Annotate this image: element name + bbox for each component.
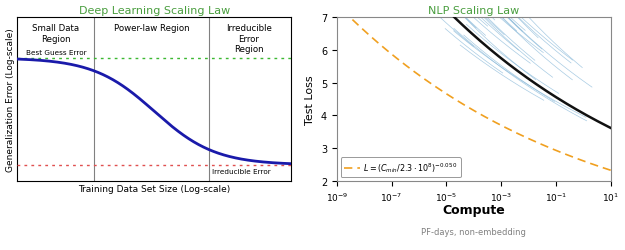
Text: Irreducible Error: Irreducible Error [212,168,271,174]
Line: $L = (C_{min}/2.3 \cdot 10^{8})^{-0.050}$: $L = (C_{min}/2.3 \cdot 10^{8})^{-0.050}… [343,11,611,171]
Y-axis label: Test Loss: Test Loss [305,75,315,124]
$L = (C_{min}/2.3 \cdot 10^{8})^{-0.050}$ [382,49,390,52]
Title: NLP Scaling Law: NLP Scaling Law [428,6,519,16]
$L = (C_{min}/2.3 \cdot 10^{8})^{-0.050}$ [452,99,459,102]
Title: Deep Learning Scaling Law: Deep Learning Scaling Law [79,6,230,16]
X-axis label: Training Data Set Size (Log-scale): Training Data Set Size (Log-scale) [78,184,231,193]
$L = (C_{min}/2.3 \cdot 10^{8})^{-0.050}$ [339,10,347,13]
Y-axis label: Generalization Error (Log-scale): Generalization Error (Log-scale) [6,28,14,171]
Text: PF-days, non-embedding: PF-days, non-embedding [421,228,526,236]
Legend: $L = (C_{min}/2.3 \cdot 10^{8})^{-0.050}$: $L = (C_{min}/2.3 \cdot 10^{8})^{-0.050}… [341,157,461,178]
Text: Power-law Region: Power-law Region [114,24,189,33]
$L = (C_{min}/2.3 \cdot 10^{8})^{-0.050}$ [506,128,513,131]
$L = (C_{min}/2.3 \cdot 10^{8})^{-0.050}$ [564,154,572,157]
$L = (C_{min}/2.3 \cdot 10^{8})^{-0.050}$ [552,149,560,152]
X-axis label: Compute: Compute [442,204,505,216]
$L = (C_{min}/2.3 \cdot 10^{8})^{-0.050}$ [366,34,373,37]
Text: Best Guess Error: Best Guess Error [26,50,86,55]
Text: Irreducible
Error
Region: Irreducible Error Region [226,24,272,54]
$L = (C_{min}/2.3 \cdot 10^{8})^{-0.050}$ [607,169,614,172]
Text: Small Data
Region: Small Data Region [32,24,79,44]
